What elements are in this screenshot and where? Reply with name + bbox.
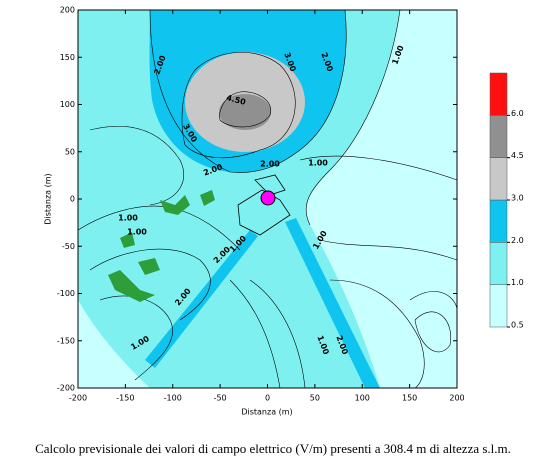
y-tick-label: 200 xyxy=(60,6,75,15)
caption: Calcolo previsionale dei valori di campo… xyxy=(35,441,511,456)
colorbar-box xyxy=(489,199,508,243)
source-marker xyxy=(260,190,276,206)
green-patches xyxy=(108,190,215,302)
contour-label: 2.00 xyxy=(260,160,280,169)
y-tick-label: 0 xyxy=(70,195,75,204)
x-tick-label: -200 xyxy=(69,394,87,403)
contour-label: 1.00 xyxy=(127,228,147,237)
y-tick-label: 50 xyxy=(65,147,75,156)
y-tick-label: -150 xyxy=(57,336,75,345)
x-tick-label: 100 xyxy=(355,394,370,403)
site-outline xyxy=(237,174,291,236)
region xyxy=(145,230,258,368)
colorbar-label: 6.0 xyxy=(511,109,524,118)
colorbar-label: 1.0 xyxy=(511,278,524,287)
colorbar-box xyxy=(489,157,508,201)
colorbar-label: 2.0 xyxy=(511,236,524,245)
region xyxy=(285,218,380,388)
contour-fill xyxy=(78,10,457,388)
colorbar-box xyxy=(489,115,508,158)
colorbar-label: 3.0 xyxy=(511,194,524,203)
contour-label: 1.00 xyxy=(308,159,328,168)
y-tick-label: -200 xyxy=(57,384,75,393)
region xyxy=(219,94,271,130)
x-tick-label: 150 xyxy=(402,394,417,403)
y-tick-label: -50 xyxy=(62,242,75,251)
y-tick-label: 150 xyxy=(60,53,75,62)
x-tick-label: 50 xyxy=(310,394,320,403)
x-tick-label: -100 xyxy=(164,394,182,403)
x-tick-label: -150 xyxy=(116,394,134,403)
x-axis-label: Distanza (m) xyxy=(241,408,292,417)
x-tick-label: 0 xyxy=(265,394,270,403)
x-tick-label: -50 xyxy=(214,394,227,403)
colorbar-label: 4.5 xyxy=(511,151,524,160)
colorbar-box xyxy=(489,242,508,285)
contour-lines xyxy=(77,9,458,389)
x-tick-label: 200 xyxy=(449,394,464,403)
colorbar-box xyxy=(489,72,508,116)
y-tick-label: -100 xyxy=(57,289,75,298)
y-tick-label: 100 xyxy=(60,100,75,109)
contour-label: 1.00 xyxy=(118,214,138,223)
y-axis-label: Distanza (m) xyxy=(44,173,53,224)
region xyxy=(78,300,135,388)
colorbar-box xyxy=(489,284,508,328)
colorbar-label: 0.5 xyxy=(511,321,524,330)
